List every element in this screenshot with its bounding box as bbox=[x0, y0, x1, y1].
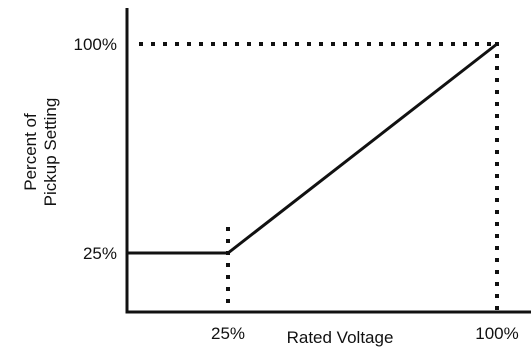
axes bbox=[126, 8, 531, 314]
y-tick-label-25: 25% bbox=[83, 244, 117, 263]
x-tick-label-100: 100% bbox=[475, 324, 518, 343]
reference-lines bbox=[139, 42, 497, 312]
series-layer bbox=[127, 44, 497, 253]
y-axis-label-line-1: Pickup Setting bbox=[41, 98, 60, 207]
y-axis-label-line-0: Percent of bbox=[21, 113, 40, 191]
x-axis-label: Rated Voltage bbox=[287, 328, 394, 347]
x-tick-label-25: 25% bbox=[211, 324, 245, 343]
y-tick-label-100: 100% bbox=[74, 35, 117, 54]
labels-layer: 25% 100% 25% 100% Rated Voltage Percent ofPic… bbox=[21, 35, 519, 347]
series-line-0 bbox=[127, 44, 497, 253]
y-axis-label: Percent ofPickup Setting bbox=[21, 98, 60, 207]
